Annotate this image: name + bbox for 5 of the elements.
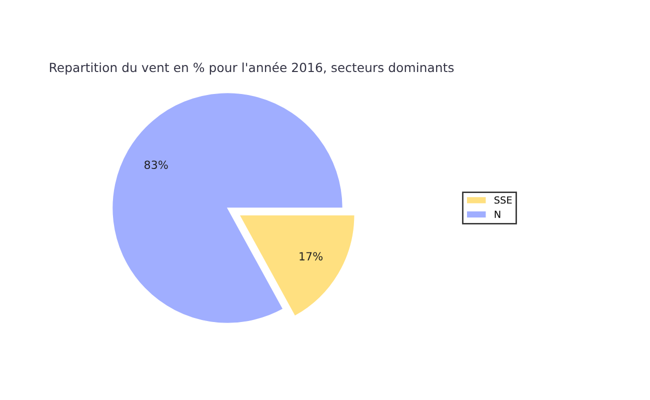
legend-label: N xyxy=(494,210,500,218)
data-label: 83% xyxy=(144,160,168,169)
chart-title: Repartition du vent en % pour l'année 2016, secteurs dominants xyxy=(50,62,454,75)
data-label: 17% xyxy=(300,252,323,260)
legend-label: SSE xyxy=(494,196,512,204)
